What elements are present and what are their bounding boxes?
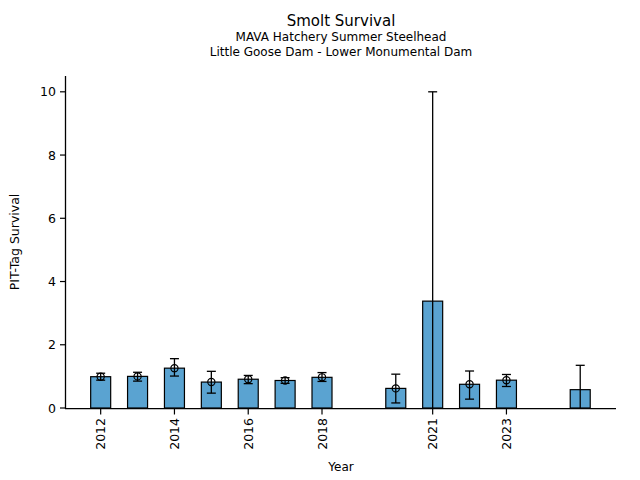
y-tick-label-0: 0 bbox=[48, 401, 56, 416]
y-tick-label-10: 10 bbox=[40, 84, 56, 99]
y-tick-label-6: 6 bbox=[48, 211, 56, 226]
x-tick-label-2016: 2016 bbox=[241, 418, 256, 450]
bar-2012 bbox=[91, 377, 111, 408]
x-tick-label-2012: 2012 bbox=[93, 418, 108, 450]
survival-bar-chart: 0 2 4 6 8 10 2012 2014 2016 2018 2021 2023 bbox=[0, 0, 640, 480]
y-tick-label-4: 4 bbox=[48, 274, 56, 289]
x-tick-label-2021: 2021 bbox=[425, 418, 440, 450]
y-tick-label-8: 8 bbox=[48, 148, 56, 163]
smolt-survival-figure: Smolt Survival MAVA Hatchery Summer Stee… bbox=[0, 0, 640, 480]
x-tick-label-2014: 2014 bbox=[167, 418, 182, 450]
x-tick-label-2018: 2018 bbox=[315, 418, 330, 450]
y-tick-label-2: 2 bbox=[48, 337, 56, 352]
x-tick-label-2023: 2023 bbox=[499, 418, 514, 450]
